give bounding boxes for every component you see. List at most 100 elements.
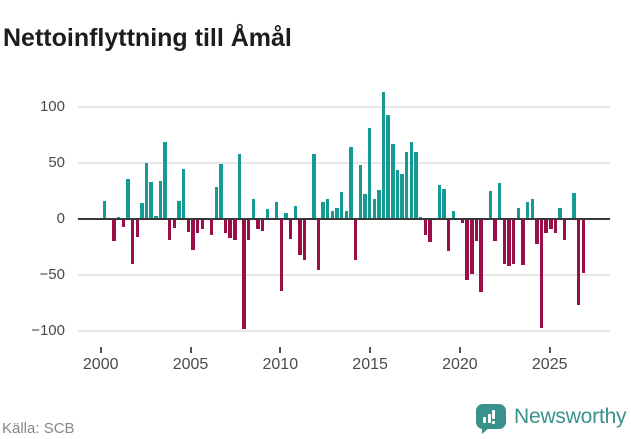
bar (344, 211, 349, 219)
bar (321, 202, 325, 219)
newsworthy-logo: Newsworthy (476, 403, 627, 436)
bar (335, 207, 339, 219)
bar (474, 220, 479, 242)
x-axis-tick (99, 347, 102, 353)
bar (302, 220, 307, 261)
bar (563, 220, 567, 241)
y-axis-label: −50 (39, 266, 65, 283)
bar (377, 189, 381, 219)
bar (256, 220, 260, 229)
bar (525, 202, 530, 219)
bar (497, 183, 502, 219)
bar (553, 220, 558, 234)
bar (312, 154, 316, 219)
bar (186, 220, 191, 233)
bar (400, 174, 404, 219)
bar (126, 178, 130, 219)
bar (349, 147, 353, 219)
x-axis-label: 2015 (352, 356, 388, 373)
speech-bubble-tail (482, 427, 490, 434)
bar (465, 220, 469, 281)
bar (437, 185, 441, 219)
bar (386, 114, 390, 219)
bar (130, 220, 135, 264)
bar (544, 220, 548, 234)
bar (247, 220, 251, 241)
bar (265, 208, 270, 219)
y-axis-label: 0 (56, 210, 65, 227)
source-caption: Källa: SCB (2, 420, 75, 437)
bar (479, 220, 483, 292)
gridline (78, 106, 610, 108)
x-axis-label: 2000 (82, 356, 119, 373)
bar (539, 220, 544, 328)
bar (293, 205, 297, 219)
bar (242, 220, 246, 329)
bar (121, 220, 125, 227)
bar (521, 220, 525, 265)
bar (191, 220, 195, 251)
bar (326, 198, 330, 219)
bar (116, 216, 121, 219)
bar (395, 169, 400, 219)
x-axis-tick (189, 347, 192, 353)
y-axis-label: 50 (48, 154, 65, 171)
bar (451, 211, 455, 219)
bar (195, 220, 200, 234)
bar (558, 207, 562, 219)
bar (112, 220, 116, 242)
bar (260, 220, 265, 232)
bar (298, 220, 302, 255)
bar (358, 165, 362, 219)
bar (418, 216, 423, 219)
bar (135, 220, 139, 237)
bar (274, 202, 279, 219)
x-axis-line (78, 218, 610, 220)
bar (511, 220, 516, 264)
bar (140, 203, 144, 219)
bar (353, 220, 358, 261)
bar (535, 220, 539, 244)
bar (460, 220, 465, 224)
bar (288, 220, 293, 240)
bar (414, 151, 418, 219)
bar (381, 92, 386, 219)
bar (233, 220, 237, 241)
bar (163, 141, 167, 219)
bar (516, 207, 520, 219)
bar (251, 198, 256, 219)
y-axis-label: −100 (31, 322, 65, 339)
bar (200, 220, 204, 229)
chart-title: Nettoinflyttning till Åmål (3, 23, 292, 52)
bar (237, 154, 242, 219)
bar-chart-speech-bubble-icon (476, 404, 506, 429)
bar (576, 220, 581, 306)
bar (103, 201, 107, 219)
bar (409, 141, 414, 219)
bar (158, 180, 163, 219)
bar (149, 182, 153, 219)
bar (172, 220, 177, 228)
bar (177, 201, 181, 219)
gridline (78, 330, 610, 332)
bar (428, 220, 432, 243)
bar (391, 143, 395, 219)
bar (488, 191, 493, 219)
x-axis-tick (458, 347, 461, 353)
bar (423, 220, 428, 235)
bar (363, 194, 367, 219)
x-axis-tick (548, 347, 551, 353)
bar (372, 198, 376, 219)
bar (549, 220, 553, 229)
bar (219, 164, 223, 219)
x-axis-label: 2025 (531, 356, 568, 373)
x-axis-label: 2020 (442, 356, 478, 373)
bar (181, 168, 186, 219)
bar (209, 220, 214, 235)
bar (330, 211, 335, 219)
bar (228, 220, 232, 238)
bar (339, 192, 344, 219)
gridline (78, 274, 610, 276)
x-axis-label: 2005 (172, 356, 209, 373)
